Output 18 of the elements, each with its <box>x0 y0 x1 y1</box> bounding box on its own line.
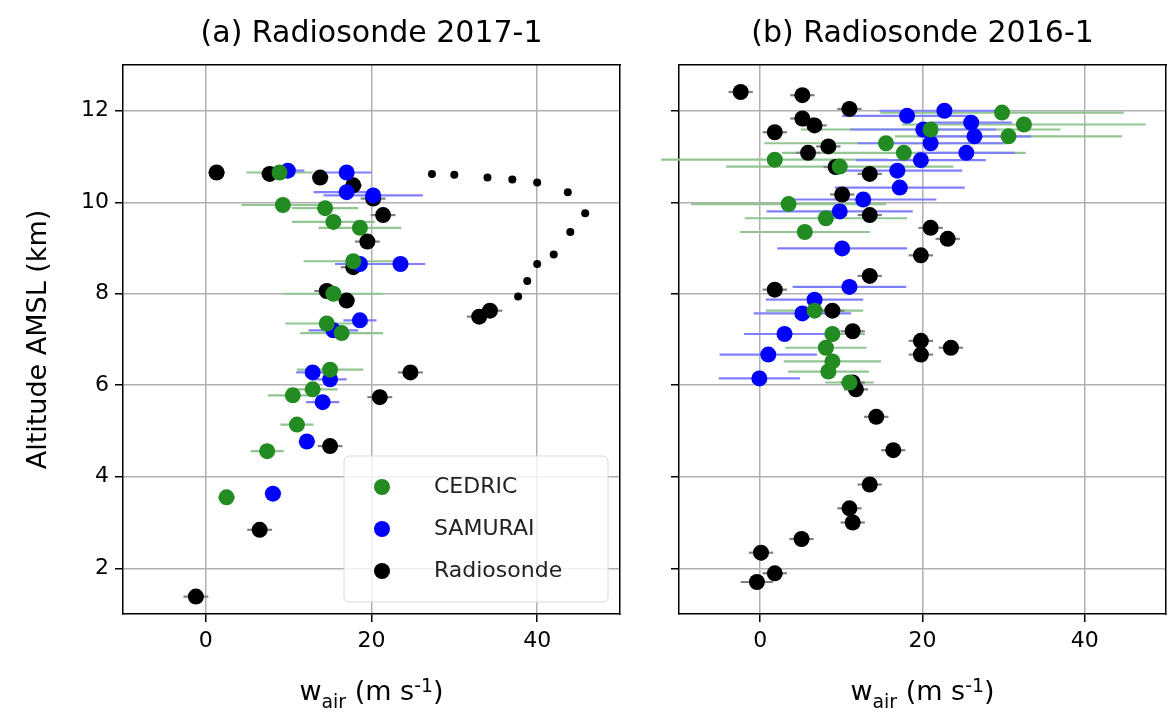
x-tick-label: 0 <box>198 626 213 652</box>
chart-title: (b) Radiosonde 2016-1 <box>751 14 1094 49</box>
legend-label: SAMURAI <box>434 514 535 540</box>
chart-title: (a) Radiosonde 2017-1 <box>200 14 543 49</box>
y-tick-label: 10 <box>81 187 109 213</box>
y-tick-label: 6 <box>95 370 109 396</box>
y-tick-label: 4 <box>95 462 109 488</box>
y-tick-label: 12 <box>81 96 109 122</box>
x-tick-label: 20 <box>357 626 386 652</box>
x-tick-label: 40 <box>1070 626 1099 652</box>
y-axis-title: Altitude AMSL (km) <box>21 209 52 470</box>
x-tick-label: 0 <box>753 626 768 652</box>
legend-label: Radiosonde <box>434 556 563 582</box>
y-tick-label: 8 <box>95 279 109 305</box>
y-tick-label: 2 <box>95 553 109 579</box>
legend-label: CEDRIC <box>434 472 518 498</box>
x-tick-label: 20 <box>908 626 937 652</box>
x-tick-label: 40 <box>523 626 552 652</box>
